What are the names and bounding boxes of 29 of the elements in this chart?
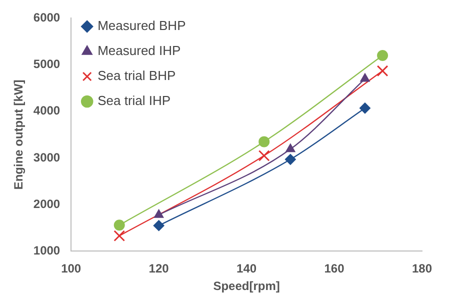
legend-label: Measured BHP (98, 18, 186, 34)
x-tick-label: 140 (236, 262, 257, 276)
y-tick-label: 1000 (33, 244, 60, 258)
point (286, 144, 296, 152)
x-tick-label: 160 (324, 262, 345, 276)
point (258, 150, 270, 162)
y-tick-label: 3000 (33, 150, 60, 164)
y-tick-label: 4000 (33, 104, 60, 118)
y-tick-label: 5000 (33, 57, 60, 72)
point (153, 220, 164, 232)
point (284, 154, 296, 165)
point (154, 209, 164, 218)
point (359, 102, 370, 114)
x-tick-label: 100 (61, 262, 82, 276)
x-tick-label: 180 (412, 262, 432, 276)
x-axis-title: Speed[rpm] (213, 279, 280, 294)
y-tick-label: 2000 (33, 196, 60, 211)
point (258, 136, 270, 148)
legend-label: Sea trial BHP (98, 68, 176, 84)
point (114, 230, 126, 242)
point (377, 50, 388, 61)
point (376, 65, 388, 77)
legend-label: Measured IHP (98, 43, 181, 58)
point (360, 73, 370, 82)
legend-label: Sea trial IHP (98, 93, 171, 108)
point (114, 220, 125, 231)
y-tick-label: 6000 (33, 10, 60, 25)
x-tick-label: 120 (148, 262, 170, 276)
y-axis-title: Engine output [kW] (12, 80, 26, 190)
